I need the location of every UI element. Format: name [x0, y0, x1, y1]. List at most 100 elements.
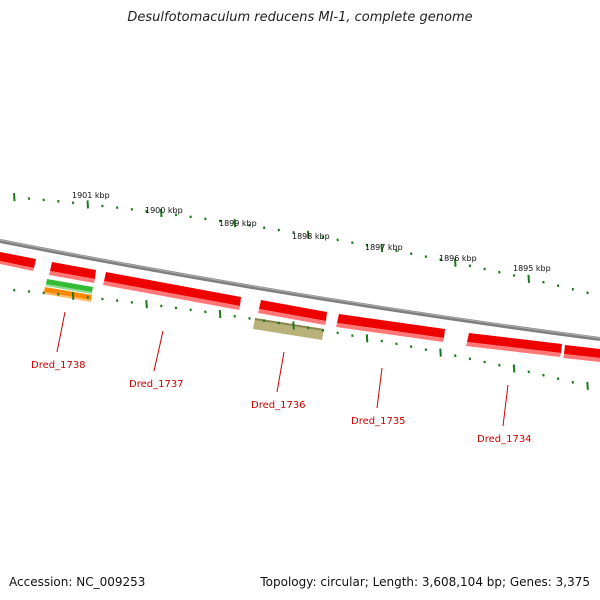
outer-scale-major-tick	[527, 274, 530, 283]
outer-scale-minor-tick	[351, 241, 354, 245]
gene-block-partial-right[interactable]	[564, 345, 600, 358]
inner-scale-minor-tick	[262, 319, 266, 323]
inner-scale-minor-tick	[571, 380, 575, 384]
inner-scale-minor-tick	[307, 326, 310, 330]
outer-scale-minor-tick	[204, 217, 207, 221]
scale-labels: 1901 kbp 1900 kbp 1899 kbp 1898 kbp 1897…	[72, 191, 551, 273]
inner-scale-minor-tick	[409, 345, 413, 349]
feature-orange-bar[interactable]	[44, 287, 92, 300]
outer-scale-minor-tick	[439, 258, 442, 262]
gene-block-dred-1735[interactable]	[337, 314, 445, 338]
gene-labels: Dred_1738 Dred_1737 Dred_1736 Dred_1735 …	[31, 360, 532, 445]
outer-scale-major-tick	[160, 208, 163, 218]
gene-block-dred-1736-shade	[258, 309, 326, 325]
inner-scale-minor-tick	[277, 321, 281, 325]
inner-scale-minor-tick	[454, 354, 457, 358]
inner-scale-minor-tick	[527, 370, 530, 374]
inner-scale-minor-tick	[101, 297, 104, 301]
gene-label-leaders	[56, 311, 509, 427]
outer-scale-major-tick	[13, 193, 16, 202]
outer-scale-minor-tick	[71, 201, 75, 205]
scale-label-1899: 1899 kbp	[219, 219, 257, 228]
scale-label-1896: 1896 kbp	[439, 254, 477, 263]
outer-scale-minor-tick	[145, 209, 148, 213]
scale-label-1897: 1897 kbp	[365, 243, 403, 252]
inner-scale-major-tick	[586, 381, 589, 390]
outer-scale-major-tick	[454, 258, 457, 267]
inner-scale-minor-tick	[468, 357, 472, 361]
leader-dred-1737	[153, 330, 164, 372]
gene-label-dred-1737[interactable]: Dred_1737	[129, 379, 184, 390]
map-title: Desulfotomaculum reducens MI-1, complete…	[127, 10, 473, 25]
inner-scale-minor-tick	[204, 310, 207, 314]
gene-label-dred-1738[interactable]: Dred_1738	[31, 360, 86, 371]
scale-label-1898: 1898 kbp	[292, 232, 330, 241]
outer-scale-minor-tick	[292, 230, 295, 234]
gene-block-dred-1738[interactable]	[50, 262, 96, 279]
feature-olive-bar-edge	[255, 318, 324, 331]
inner-scale-minor-tick	[556, 377, 560, 381]
leader-dred-1735	[376, 367, 383, 409]
outer-scale-minor-tick	[174, 213, 178, 217]
genome-backbone	[0, 239, 600, 341]
outer-scale-major-tick	[307, 230, 310, 239]
inner-scale-minor-tick	[321, 328, 325, 332]
gene-label-dred-1736[interactable]: Dred_1736	[251, 400, 306, 411]
outer-scale-major-tick	[86, 200, 89, 209]
inner-scale-ticks	[13, 288, 589, 390]
inner-scale-minor-tick	[351, 334, 354, 338]
outer-scale-minor-tick	[130, 207, 134, 211]
gene-block-partial-right-shade	[563, 354, 600, 362]
outer-scale-minor-tick	[395, 249, 398, 253]
inner-scale-major-tick	[439, 348, 442, 357]
outer-scale-minor-tick	[57, 199, 60, 203]
outer-scale-minor-tick	[365, 243, 369, 247]
outer-scale-minor-tick	[498, 270, 501, 274]
genome-summary-text: Topology: circular; Length: 3,608,104 bp…	[260, 575, 590, 589]
gene-block-dred-1735-shade	[336, 323, 444, 342]
gene-block-dred-1736[interactable]	[259, 300, 327, 321]
inner-scale-minor-tick	[395, 342, 398, 346]
outer-scale-minor-tick	[586, 291, 589, 295]
feature-orange-bar-light	[44, 292, 91, 302]
gene-block-dred-1737[interactable]	[104, 272, 241, 306]
inner-scale-minor-tick	[380, 339, 383, 343]
secondary-features	[44, 279, 324, 340]
inner-scale-minor-tick	[483, 360, 486, 364]
feature-olive-bar[interactable]	[253, 318, 324, 340]
gene-label-dred-1735[interactable]: Dred_1735	[351, 416, 406, 427]
outer-scale-minor-tick	[424, 255, 428, 259]
outer-scale-minor-tick	[409, 252, 413, 256]
inner-scale-minor-tick	[13, 288, 16, 292]
outer-scale-minor-tick	[115, 206, 119, 210]
outer-scale-major-tick	[233, 219, 236, 228]
inner-scale-minor-tick	[498, 363, 501, 367]
inner-scale-minor-tick	[86, 295, 89, 299]
outer-scale-minor-tick	[512, 274, 516, 277]
accession-text: Accession: NC_009253	[9, 575, 146, 589]
outer-scale-minor-tick	[542, 280, 545, 284]
feature-green-bar[interactable]	[46, 279, 93, 292]
gene-label-dred-1734[interactable]: Dred_1734	[477, 434, 532, 445]
outer-scale-minor-tick	[483, 267, 486, 271]
outer-scale-major-tick	[380, 243, 383, 253]
gene-block-partial-left[interactable]	[0, 252, 36, 268]
inner-scale-major-tick	[145, 300, 148, 309]
scale-label-1895: 1895 kbp	[513, 264, 551, 273]
inner-scale-minor-tick	[248, 316, 251, 320]
inner-scale-minor-tick	[130, 300, 134, 304]
outer-scale-minor-tick	[101, 204, 104, 208]
inner-scale-minor-tick	[424, 348, 428, 352]
gene-block-dred-1738-shade	[49, 271, 95, 283]
gene-block-dred-1734[interactable]	[467, 333, 562, 353]
inner-scale-minor-tick	[542, 373, 545, 377]
inner-scale-major-tick	[218, 309, 222, 319]
inner-scale-major-tick	[512, 364, 516, 373]
feature-green-bar-light	[46, 284, 92, 294]
inner-scale-minor-tick	[42, 291, 45, 295]
inner-scale-minor-tick	[233, 314, 236, 318]
outer-scale-minor-tick	[277, 228, 281, 232]
outer-scale-minor-tick	[189, 215, 192, 219]
